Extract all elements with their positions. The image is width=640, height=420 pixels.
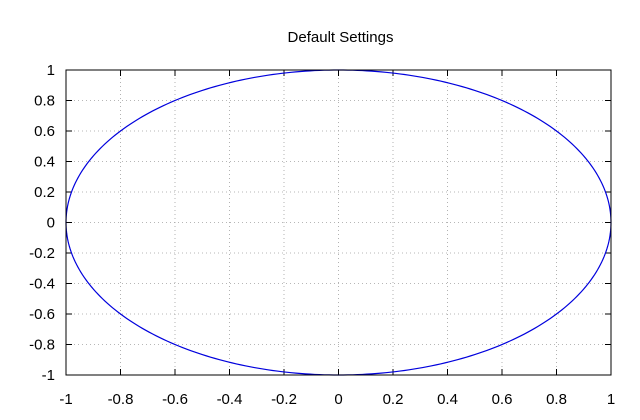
x-tick-label: -0.6	[162, 391, 188, 408]
x-tick-label: 1	[607, 391, 615, 408]
y-tick-label: 0.4	[34, 154, 55, 171]
y-tick-label: -0.6	[29, 306, 55, 323]
x-tick-label: -1	[59, 391, 72, 408]
y-tick-label: 0.8	[34, 93, 55, 110]
y-tick-label: -0.2	[29, 245, 55, 262]
y-axis: 1 0.8 0.6 0.4 0.2 0 -0.2 -0.4 -0.6 -0.8 -1	[29, 62, 611, 384]
y-tick-label: 0.6	[34, 123, 55, 140]
y-tick-label: -0.8	[29, 337, 55, 354]
x-tick-label: 0.2	[383, 391, 404, 408]
y-tick-label: 1	[47, 62, 55, 79]
y-tick-label: -1	[42, 367, 55, 384]
x-tick-label: 0	[334, 391, 342, 408]
y-tick-label: -0.4	[29, 276, 55, 293]
x-tick-label: 0.4	[437, 391, 458, 408]
x-tick-label: -0.2	[271, 391, 297, 408]
x-axis: -1 -0.8 -0.6 -0.4 -0.2 0 0.2 0.4 0.6 0.8 1	[59, 70, 615, 408]
x-tick-label: 0.6	[492, 391, 513, 408]
plot-frame	[65, 69, 612, 376]
chart-title: Default Settings	[288, 29, 394, 46]
y-tick-label: 0.2	[34, 184, 55, 201]
y-tick-label: 0	[47, 215, 55, 232]
grid	[66, 70, 611, 375]
x-tick-label: -0.4	[217, 391, 243, 408]
x-tick-label: -0.8	[108, 391, 134, 408]
x-tick-label: 0.8	[546, 391, 567, 408]
